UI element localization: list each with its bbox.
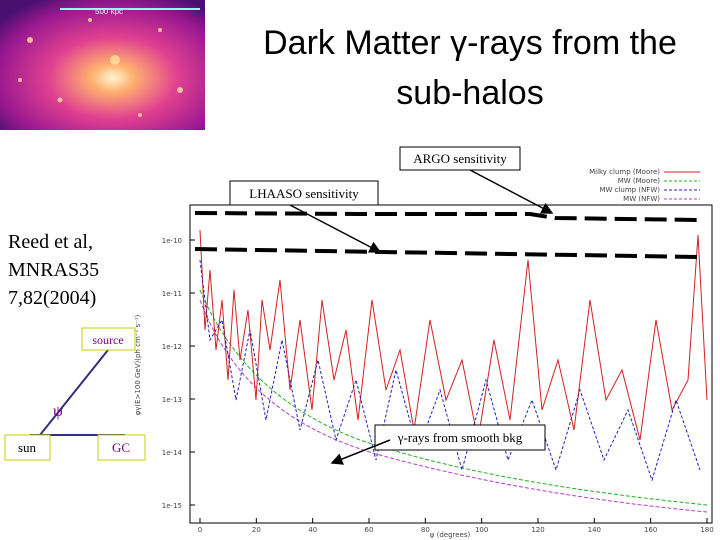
reference: 7,82(2004) bbox=[8, 287, 96, 309]
x-axis-label: ψ (degrees) bbox=[430, 531, 471, 539]
x-tick-label: 100 bbox=[475, 526, 488, 534]
x-tick-label: 180 bbox=[700, 526, 713, 534]
y-tick-label: 1e-11 bbox=[162, 290, 182, 298]
callout-box bbox=[229, 180, 379, 206]
gc-label: GC bbox=[112, 440, 130, 455]
reference: MNRAS35 bbox=[8, 259, 99, 281]
simulation-image bbox=[0, 0, 205, 130]
title: sub-halos bbox=[396, 74, 543, 112]
y-axis-label: φγ(E>100 GeV)(ph cm⁻² s⁻¹) bbox=[134, 314, 142, 415]
clump-curve bbox=[199, 259, 701, 482]
x-tick-label: 140 bbox=[588, 526, 601, 534]
arrow bbox=[289, 204, 382, 253]
y-tick-label: 1e-15 bbox=[162, 502, 182, 510]
callout-box bbox=[399, 146, 521, 171]
label-box bbox=[81, 327, 136, 351]
legend-label: MW clump (NFW) bbox=[599, 186, 660, 194]
legend-label: Milky clump (Moore) bbox=[589, 168, 660, 176]
callout: γ-rays from smooth bkg bbox=[397, 430, 523, 445]
bkg-curve bbox=[199, 299, 708, 513]
legend-label: MW (NFW) bbox=[623, 195, 660, 203]
ray bbox=[39, 349, 109, 436]
y-tick-label: 1e-10 bbox=[162, 237, 182, 245]
bkg-curve bbox=[199, 289, 708, 506]
x-tick-label: 60 bbox=[365, 526, 374, 534]
callout-box bbox=[374, 424, 546, 451]
title: Dark Matter γ-rays from the bbox=[263, 24, 677, 62]
lhaaso-line bbox=[194, 247, 701, 259]
arrow bbox=[469, 169, 554, 214]
plot-frame bbox=[189, 204, 713, 524]
callout: ARGO sensitivity bbox=[413, 151, 507, 166]
y-tick-label: 1e-13 bbox=[162, 396, 182, 404]
x-tick-label: 20 bbox=[252, 526, 261, 534]
angle-label: ψ bbox=[53, 403, 63, 420]
label-box bbox=[97, 434, 146, 461]
x-tick-label: 120 bbox=[531, 526, 544, 534]
x-tick-label: 80 bbox=[421, 526, 430, 534]
scale-label: 500 kpc bbox=[95, 7, 123, 16]
x-tick-label: 40 bbox=[308, 526, 317, 534]
arrow bbox=[330, 439, 391, 465]
x-tick-label: 160 bbox=[644, 526, 657, 534]
reference: Reed et al, bbox=[8, 231, 93, 253]
source-label: source bbox=[92, 333, 123, 347]
image-dots bbox=[18, 18, 183, 117]
argo-line bbox=[194, 211, 701, 222]
legend-label: MW (Moore) bbox=[618, 177, 661, 185]
y-tick-label: 1e-12 bbox=[162, 343, 182, 351]
y-tick-label: 1e-14 bbox=[162, 449, 183, 457]
clump-curve bbox=[199, 229, 708, 441]
x-tick-label: 0 bbox=[198, 526, 202, 534]
callout: LHAASO sensitivity bbox=[249, 186, 359, 201]
sun-label: sun bbox=[18, 440, 37, 455]
label-box bbox=[4, 434, 51, 461]
